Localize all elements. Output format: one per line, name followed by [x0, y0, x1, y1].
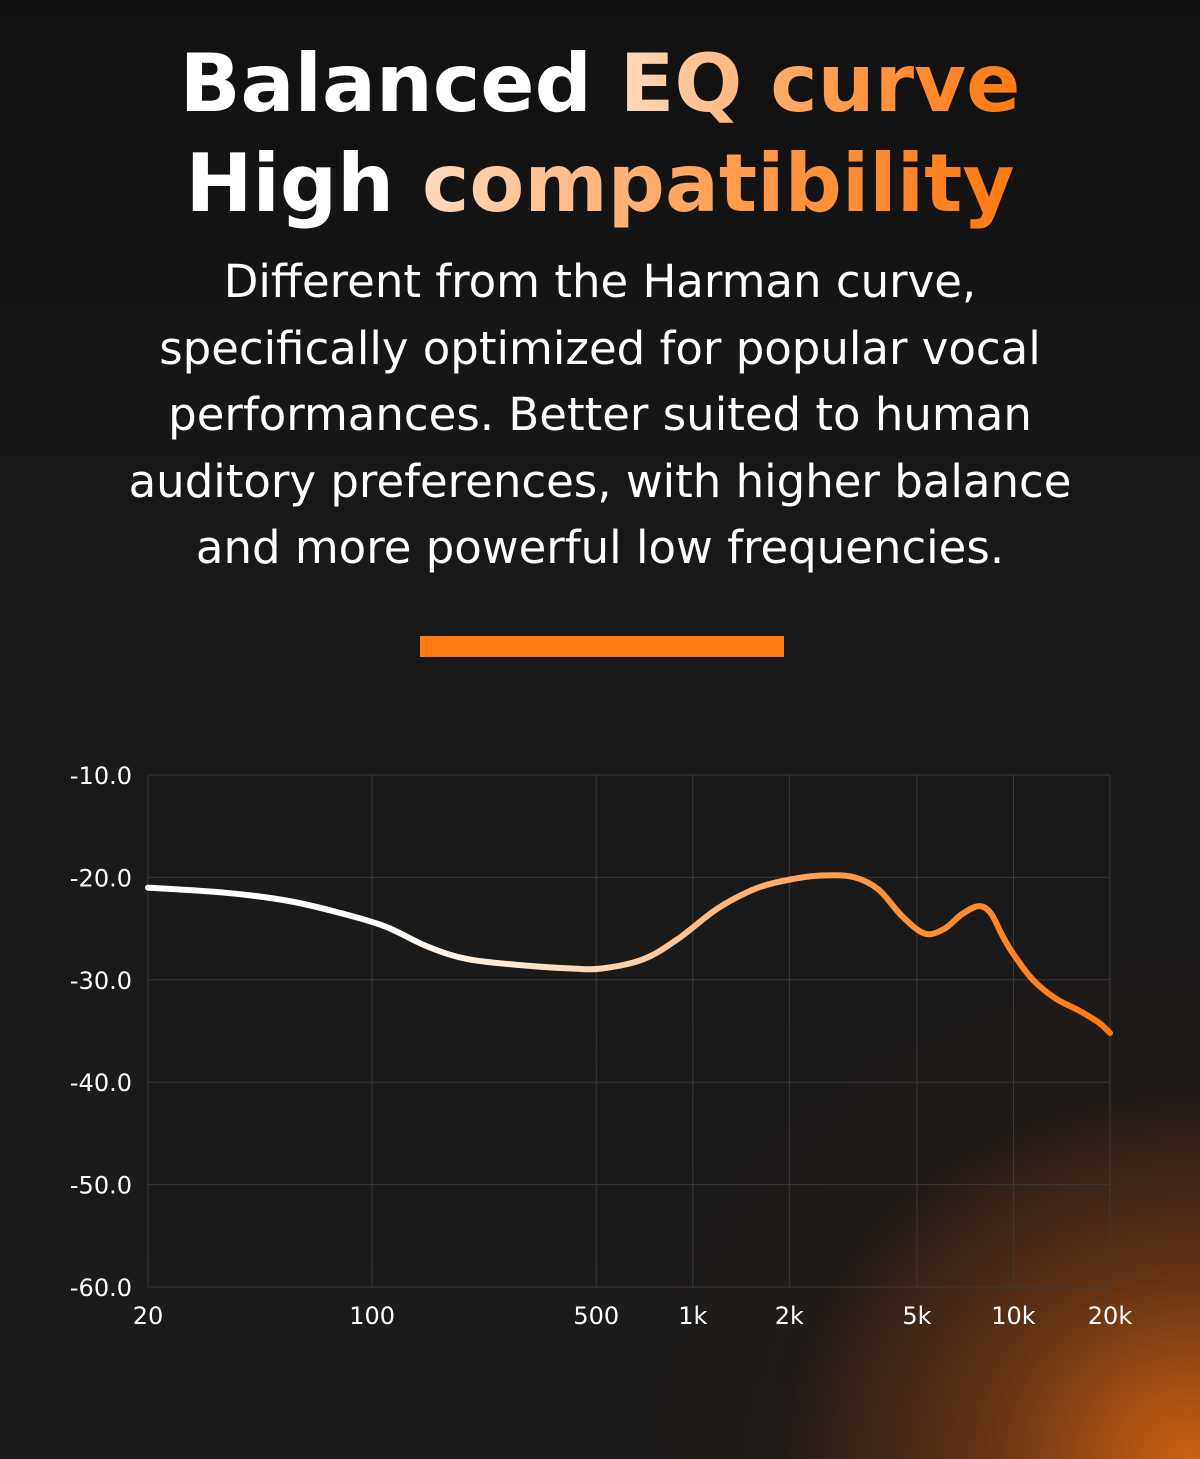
y-axis-ticks: -10.0 -20.0 -30.0 -40.0 -50.0 -60.0	[70, 762, 132, 1302]
y-tick-label: -30.0	[70, 967, 132, 995]
x-tick-label: 5k	[902, 1302, 931, 1330]
y-tick-label: -20.0	[70, 864, 132, 892]
x-tick-label: 10k	[991, 1302, 1036, 1330]
x-axis-ticks: 20 100 500 1k 2k 5k 10k 20k	[133, 1302, 1133, 1330]
description-line: Different from the Harman curve,	[223, 255, 977, 308]
description-line: specifically optimized for popular vocal	[159, 321, 1041, 375]
headline-line-1-accent: EQ curve	[619, 37, 1021, 130]
orange-divider	[420, 636, 784, 657]
description-line: performances. Better suited to human	[168, 388, 1032, 441]
headline-line-2-accent: compatibility	[421, 137, 1015, 230]
y-tick-label: -10.0	[70, 762, 132, 790]
y-tick-label: -60.0	[70, 1274, 132, 1302]
x-tick-label: 500	[573, 1302, 619, 1330]
x-tick-label: 20	[133, 1302, 164, 1330]
frequency-response-chart: -10.0 -20.0 -30.0 -40.0 -50.0 -60.0 20 100 500 1…	[70, 762, 1133, 1330]
description: Different from the Harman curve, specifi…	[100, 249, 1100, 582]
chart-grid	[147, 774, 1111, 1288]
description-line: and more powerful low frequencies.	[195, 521, 1005, 574]
headline-line-2-white: High	[185, 137, 395, 230]
y-tick-label: -50.0	[70, 1172, 132, 1200]
eq-curve-line	[145, 872, 1113, 1036]
description-line: auditory preferences, with higher balanc…	[128, 454, 1072, 508]
x-tick-label: 20k	[1088, 1302, 1133, 1330]
x-tick-label: 2k	[775, 1302, 804, 1330]
x-tick-label: 1k	[678, 1302, 707, 1330]
x-tick-label: 100	[349, 1302, 395, 1330]
headline-line-2: High compatibility	[0, 134, 1200, 234]
y-tick-label: -40.0	[70, 1069, 132, 1097]
headline-line-1: Balanced EQ curve	[0, 34, 1200, 134]
headline-line-1-white: Balanced	[179, 37, 592, 130]
